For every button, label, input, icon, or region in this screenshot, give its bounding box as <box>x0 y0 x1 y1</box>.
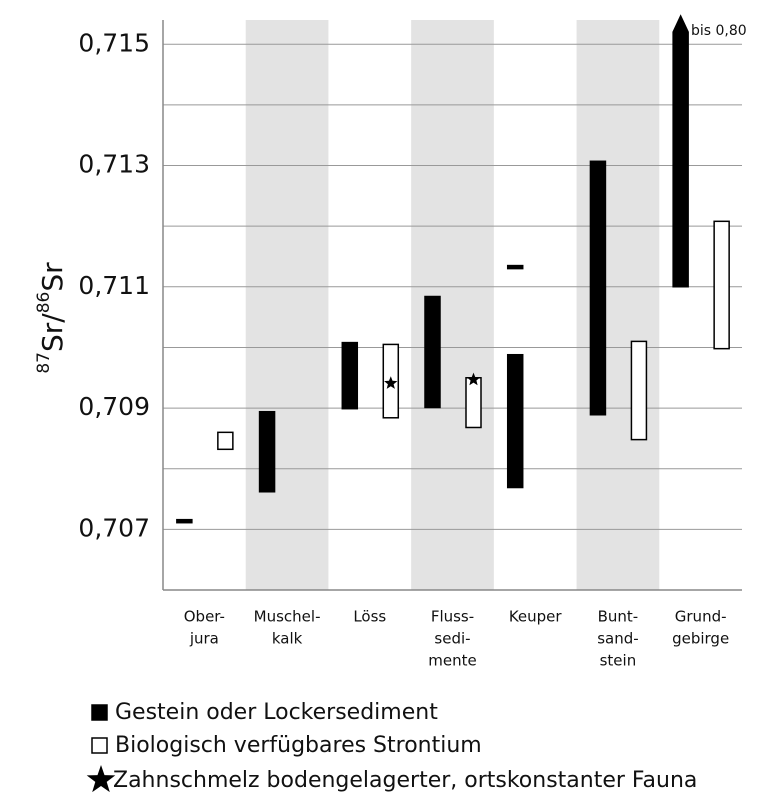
label-part: Sr/ <box>36 313 69 352</box>
x-tick-label: Muschel- <box>254 608 321 626</box>
y-tick-label: 0,711 <box>78 271 150 300</box>
range-bar <box>506 353 524 489</box>
range-bar <box>713 220 730 350</box>
x-tick-label: Ober- <box>184 608 225 626</box>
x-tick-label: Grund- <box>675 608 727 626</box>
superscript: 86 <box>34 292 54 314</box>
y-tick-label: 0,713 <box>78 150 150 179</box>
x-tick-label: kalk <box>272 630 303 648</box>
category-shade <box>411 20 494 590</box>
legend-label: Biologisch verfügbares Strontium <box>115 733 482 758</box>
range-bar <box>258 410 276 493</box>
y-axis-label: 87Sr/86Sr <box>34 262 69 374</box>
range-bar <box>341 341 359 410</box>
range-bar <box>589 160 607 416</box>
x-tick-label: Fluss- <box>431 608 474 626</box>
x-tick-label: Löss <box>353 608 386 626</box>
star <box>384 376 398 389</box>
range-bar <box>217 431 234 451</box>
y-tick-label: 0,709 <box>78 392 150 421</box>
x-tick-label: Keuper <box>509 608 563 626</box>
legend-star <box>86 765 116 793</box>
range-bar <box>672 14 689 288</box>
star <box>466 372 481 386</box>
x-tick-label: sedi- <box>434 630 470 648</box>
annotation: bis 0,80 <box>691 23 747 39</box>
label-part: Sr <box>36 262 69 292</box>
x-tick-label: sand- <box>597 630 638 648</box>
x-tick-label: Bunt- <box>598 608 639 626</box>
y-tick-label: 0,715 <box>78 28 150 57</box>
range-bar <box>630 340 648 441</box>
legend-swatch <box>91 737 108 754</box>
range-bar <box>176 518 193 524</box>
range-bar <box>465 377 482 429</box>
legend-label: Gestein oder Lockersediment <box>115 700 438 725</box>
x-tick-label: mente <box>428 652 476 670</box>
x-tick-label: gebirge <box>672 630 729 648</box>
legend-label: Zahnschmelz bodengelagerter, ortskonstan… <box>113 768 697 793</box>
category-shade <box>245 20 329 590</box>
legend-swatch <box>91 704 108 721</box>
superscript: 87 <box>34 352 54 374</box>
category-shade <box>576 20 660 590</box>
x-tick-label: jura <box>189 630 219 648</box>
range-bar <box>506 264 524 270</box>
x-tick-label: stein <box>600 652 637 670</box>
range-bar <box>424 295 441 409</box>
y-tick-label: 0,707 <box>78 513 150 542</box>
